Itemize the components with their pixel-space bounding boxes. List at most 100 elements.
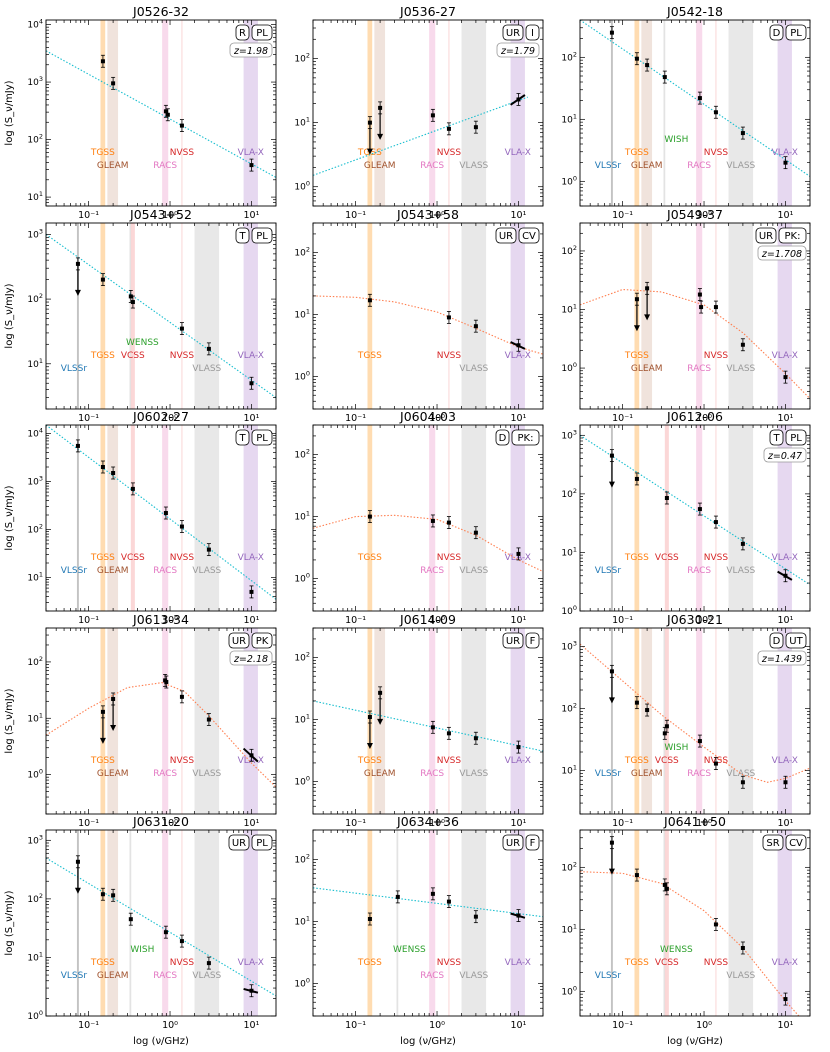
band-label-nvss: NVSS <box>170 351 195 361</box>
band-label-vla-x: VLA-X <box>772 351 798 361</box>
y-axis-label: log (S_ν/mJy) <box>4 485 15 550</box>
band-label-wish: WISH <box>130 945 154 955</box>
data-point <box>713 515 718 529</box>
band-label-nvss: NVSS <box>704 958 729 968</box>
panel-frame <box>579 627 811 815</box>
data-point <box>446 516 451 529</box>
band-label-vcss: VCSS <box>655 958 679 968</box>
class-tag: PL <box>790 433 802 444</box>
point-marker <box>100 277 105 282</box>
point-marker <box>206 547 211 552</box>
y-tick-label: 100 <box>561 174 577 187</box>
data-point <box>249 984 254 998</box>
data-point <box>713 105 718 119</box>
point-marker <box>249 988 254 993</box>
data-point <box>100 273 105 287</box>
class-tag: T <box>238 231 246 242</box>
band-vla-x <box>243 20 258 206</box>
band-label-vlass: VLASS <box>192 769 221 779</box>
band-label-gleam: GLEAM <box>364 769 396 779</box>
x-tick-label: 10¹ <box>244 1020 260 1031</box>
x-axis-label: log (ν/GHz) <box>667 1036 723 1047</box>
class-tag-box <box>769 429 784 446</box>
band-label-nvss: NVSS <box>170 148 195 158</box>
point-marker <box>430 891 435 896</box>
class-tag-box <box>785 632 807 649</box>
point-marker <box>662 882 667 887</box>
upper-limit-arrow <box>74 887 81 894</box>
data-point <box>633 292 640 332</box>
data-point <box>111 76 116 90</box>
y-tick-label: 102 <box>294 853 310 866</box>
y-tick-exponent: 1 <box>306 116 310 124</box>
point-marker <box>179 524 184 529</box>
point-marker <box>206 717 211 722</box>
x-tick-label: 10⁰ <box>429 1020 445 1031</box>
point-marker <box>128 294 133 299</box>
point-marker <box>165 112 170 117</box>
band-label-vla-x: VLA-X <box>505 148 531 158</box>
band-vla-x <box>777 425 792 611</box>
x-tick-label: 10⁻¹ <box>345 818 366 829</box>
y-tick-label: 101 <box>294 510 310 523</box>
y-tick-label: 101 <box>294 116 310 129</box>
band-tgss <box>100 223 106 409</box>
data-point <box>516 547 521 561</box>
data-point <box>206 956 211 970</box>
class-tag-box <box>235 429 250 446</box>
data-point <box>783 569 788 583</box>
point-marker <box>516 913 521 918</box>
point-marker <box>130 300 135 305</box>
class-tag: F <box>530 636 536 647</box>
class-tag: T <box>772 433 780 444</box>
panel-title: J0549-37 <box>666 207 723 222</box>
class-tag-box <box>502 24 524 41</box>
data-point <box>430 514 435 528</box>
band-racs <box>162 628 169 814</box>
point-marker <box>395 894 400 899</box>
band-label-tgss: TGSS <box>357 351 382 361</box>
band-vla-x <box>243 628 258 814</box>
y-axis-label: log (S_ν/mJy) <box>4 283 15 348</box>
redshift-label: z=1.79 <box>500 46 535 57</box>
band-label-gleam: GLEAM <box>631 364 663 374</box>
redshift-box <box>757 245 807 261</box>
data-point <box>206 543 211 557</box>
y-tick-label: 100 <box>294 775 310 788</box>
band-label-vla-x: VLA-X <box>238 148 264 158</box>
panel-title: J0612-06 <box>666 409 723 424</box>
x-tick-label: 10¹ <box>511 210 527 221</box>
band-vlass <box>461 223 487 409</box>
y-tick-exponent: 2 <box>39 892 43 900</box>
data-point <box>249 585 254 599</box>
band-label-tgss: TGSS <box>90 958 115 968</box>
y-tick-exponent: 2 <box>39 133 43 141</box>
point-marker <box>446 899 451 904</box>
survey-bands <box>76 223 258 409</box>
class-tags: PK: D <box>495 429 540 446</box>
data-point <box>473 120 478 134</box>
x-tick-label: 10⁻¹ <box>612 210 633 221</box>
data-point <box>430 887 435 901</box>
x-tick-label: 10⁰ <box>429 615 445 626</box>
band-wenss <box>396 830 399 1016</box>
y-tick-exponent: 1 <box>39 190 43 198</box>
fit-line <box>580 20 810 177</box>
band-label-gleam: GLEAM <box>97 769 129 779</box>
y-tick-exponent: 1 <box>39 711 43 719</box>
band-nvss <box>715 628 717 814</box>
band-racs <box>162 830 169 1016</box>
upper-limit-arrow <box>366 743 373 750</box>
point-marker <box>446 315 451 320</box>
data-point <box>697 288 702 301</box>
fit-line <box>46 50 276 178</box>
y-tick-label: 101 <box>27 357 43 370</box>
data-point <box>740 537 745 551</box>
data-point <box>249 376 254 390</box>
class-tag: PL <box>256 838 268 849</box>
point-marker <box>111 893 116 898</box>
upper-limit-arrow <box>644 314 651 321</box>
y-tick-exponent: 2 <box>39 292 43 300</box>
x-tick-label: 10¹ <box>778 413 794 424</box>
